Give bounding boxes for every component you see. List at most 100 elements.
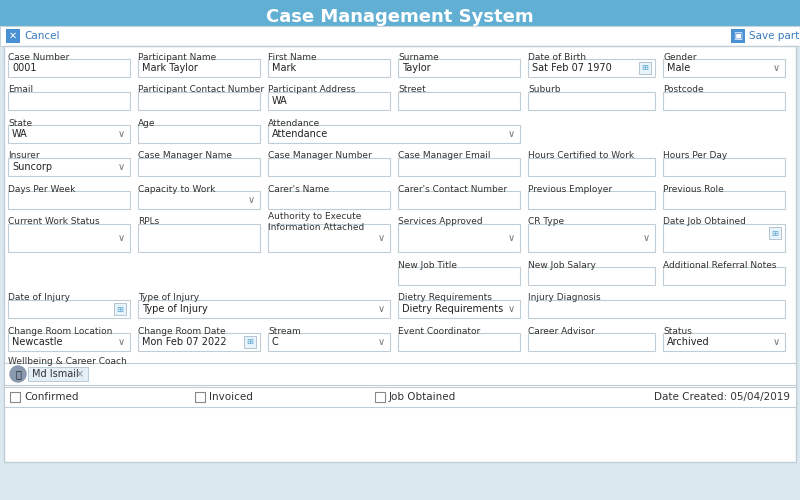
Text: Participant Address: Participant Address [268, 86, 355, 94]
FancyBboxPatch shape [528, 267, 655, 285]
Text: Dietry Requirements: Dietry Requirements [398, 294, 492, 302]
FancyBboxPatch shape [268, 224, 390, 252]
FancyBboxPatch shape [138, 191, 260, 209]
FancyBboxPatch shape [268, 191, 390, 209]
FancyBboxPatch shape [138, 300, 390, 318]
FancyBboxPatch shape [398, 158, 520, 176]
FancyBboxPatch shape [398, 267, 520, 285]
Text: Cancel: Cancel [24, 31, 59, 41]
Text: Attendance: Attendance [272, 129, 328, 139]
FancyBboxPatch shape [268, 333, 390, 351]
Text: Mark Taylor: Mark Taylor [142, 63, 198, 73]
Text: Street: Street [398, 86, 426, 94]
FancyBboxPatch shape [663, 158, 785, 176]
Text: ∨: ∨ [378, 304, 385, 314]
FancyBboxPatch shape [8, 191, 130, 209]
Circle shape [10, 366, 26, 382]
FancyBboxPatch shape [528, 224, 655, 252]
Text: Date of Birth: Date of Birth [528, 52, 586, 62]
FancyBboxPatch shape [138, 92, 260, 110]
Text: ∨: ∨ [643, 233, 650, 243]
Text: Sat Feb 07 1970: Sat Feb 07 1970 [532, 63, 612, 73]
Text: Md Ismail: Md Ismail [32, 369, 78, 379]
Text: ∨: ∨ [378, 337, 385, 347]
FancyBboxPatch shape [138, 333, 260, 351]
FancyBboxPatch shape [398, 92, 520, 110]
Text: RPLs: RPLs [138, 218, 159, 226]
FancyBboxPatch shape [731, 29, 745, 43]
FancyBboxPatch shape [0, 26, 800, 46]
FancyBboxPatch shape [8, 59, 130, 77]
Text: Capacity to Work: Capacity to Work [138, 184, 215, 194]
FancyBboxPatch shape [769, 227, 781, 239]
FancyBboxPatch shape [10, 392, 20, 402]
Text: CR Type: CR Type [528, 218, 564, 226]
FancyBboxPatch shape [268, 92, 390, 110]
Text: Participant Name: Participant Name [138, 52, 216, 62]
Text: Surname: Surname [398, 52, 438, 62]
Text: WA: WA [12, 129, 28, 139]
FancyBboxPatch shape [6, 29, 20, 43]
FancyBboxPatch shape [4, 387, 796, 407]
Text: Change Room Date: Change Room Date [138, 326, 226, 336]
Text: ▣: ▣ [734, 31, 742, 41]
Text: Hours Per Day: Hours Per Day [663, 152, 727, 160]
FancyBboxPatch shape [528, 92, 655, 110]
Text: 🧑: 🧑 [15, 369, 21, 379]
Text: Case Management System: Case Management System [266, 8, 534, 26]
Text: Confirmed: Confirmed [24, 392, 78, 402]
Text: Job Obtained: Job Obtained [389, 392, 456, 402]
Text: Email: Email [8, 86, 33, 94]
Text: Carer's Name: Carer's Name [268, 184, 330, 194]
FancyBboxPatch shape [8, 158, 130, 176]
FancyBboxPatch shape [28, 367, 88, 381]
Text: ∨: ∨ [508, 129, 515, 139]
Text: Male: Male [667, 63, 690, 73]
FancyBboxPatch shape [138, 59, 260, 77]
Text: Newcastle: Newcastle [12, 337, 62, 347]
Text: Status: Status [663, 326, 692, 336]
Text: ⊞: ⊞ [246, 338, 254, 346]
Text: Authority to Execute
Information Attached: Authority to Execute Information Attache… [268, 212, 364, 232]
Text: Age: Age [138, 118, 155, 128]
Text: Insurer: Insurer [8, 152, 40, 160]
Text: Type of Injury: Type of Injury [138, 294, 199, 302]
Text: ⊞: ⊞ [771, 228, 778, 237]
Text: Career Advisor: Career Advisor [528, 326, 594, 336]
FancyBboxPatch shape [398, 300, 520, 318]
Text: Change Room Location: Change Room Location [8, 326, 112, 336]
FancyBboxPatch shape [398, 224, 520, 252]
FancyBboxPatch shape [398, 333, 520, 351]
Text: Type of Injury: Type of Injury [142, 304, 208, 314]
Text: Case Manager Number: Case Manager Number [268, 152, 372, 160]
Text: ∨: ∨ [248, 195, 255, 205]
FancyBboxPatch shape [663, 59, 785, 77]
Text: Participant Contact Number: Participant Contact Number [138, 86, 264, 94]
Text: Archived: Archived [667, 337, 710, 347]
Text: Current Work Status: Current Work Status [8, 218, 100, 226]
Text: Save participant: Save participant [749, 31, 800, 41]
Text: Previous Employer: Previous Employer [528, 184, 612, 194]
FancyBboxPatch shape [268, 158, 390, 176]
Text: ∨: ∨ [118, 337, 125, 347]
FancyBboxPatch shape [8, 224, 130, 252]
Text: Attendance: Attendance [268, 118, 320, 128]
Text: Wellbeing & Career Coach: Wellbeing & Career Coach [8, 356, 126, 366]
Text: ⊞: ⊞ [117, 304, 123, 314]
Text: Date Created: 05/04/2019: Date Created: 05/04/2019 [654, 392, 790, 402]
FancyBboxPatch shape [663, 191, 785, 209]
FancyBboxPatch shape [8, 92, 130, 110]
Text: Days Per Week: Days Per Week [8, 184, 75, 194]
FancyBboxPatch shape [528, 333, 655, 351]
Text: Stream: Stream [268, 326, 301, 336]
FancyBboxPatch shape [663, 267, 785, 285]
Text: Gender: Gender [663, 52, 697, 62]
FancyBboxPatch shape [114, 303, 126, 315]
Text: Previous Role: Previous Role [663, 184, 724, 194]
FancyBboxPatch shape [663, 224, 785, 252]
Text: Suncorp: Suncorp [12, 162, 52, 172]
FancyBboxPatch shape [138, 224, 260, 252]
Text: Injury Diagnosis: Injury Diagnosis [528, 294, 601, 302]
Text: Date of Injury: Date of Injury [8, 294, 70, 302]
Text: ∨: ∨ [508, 304, 515, 314]
